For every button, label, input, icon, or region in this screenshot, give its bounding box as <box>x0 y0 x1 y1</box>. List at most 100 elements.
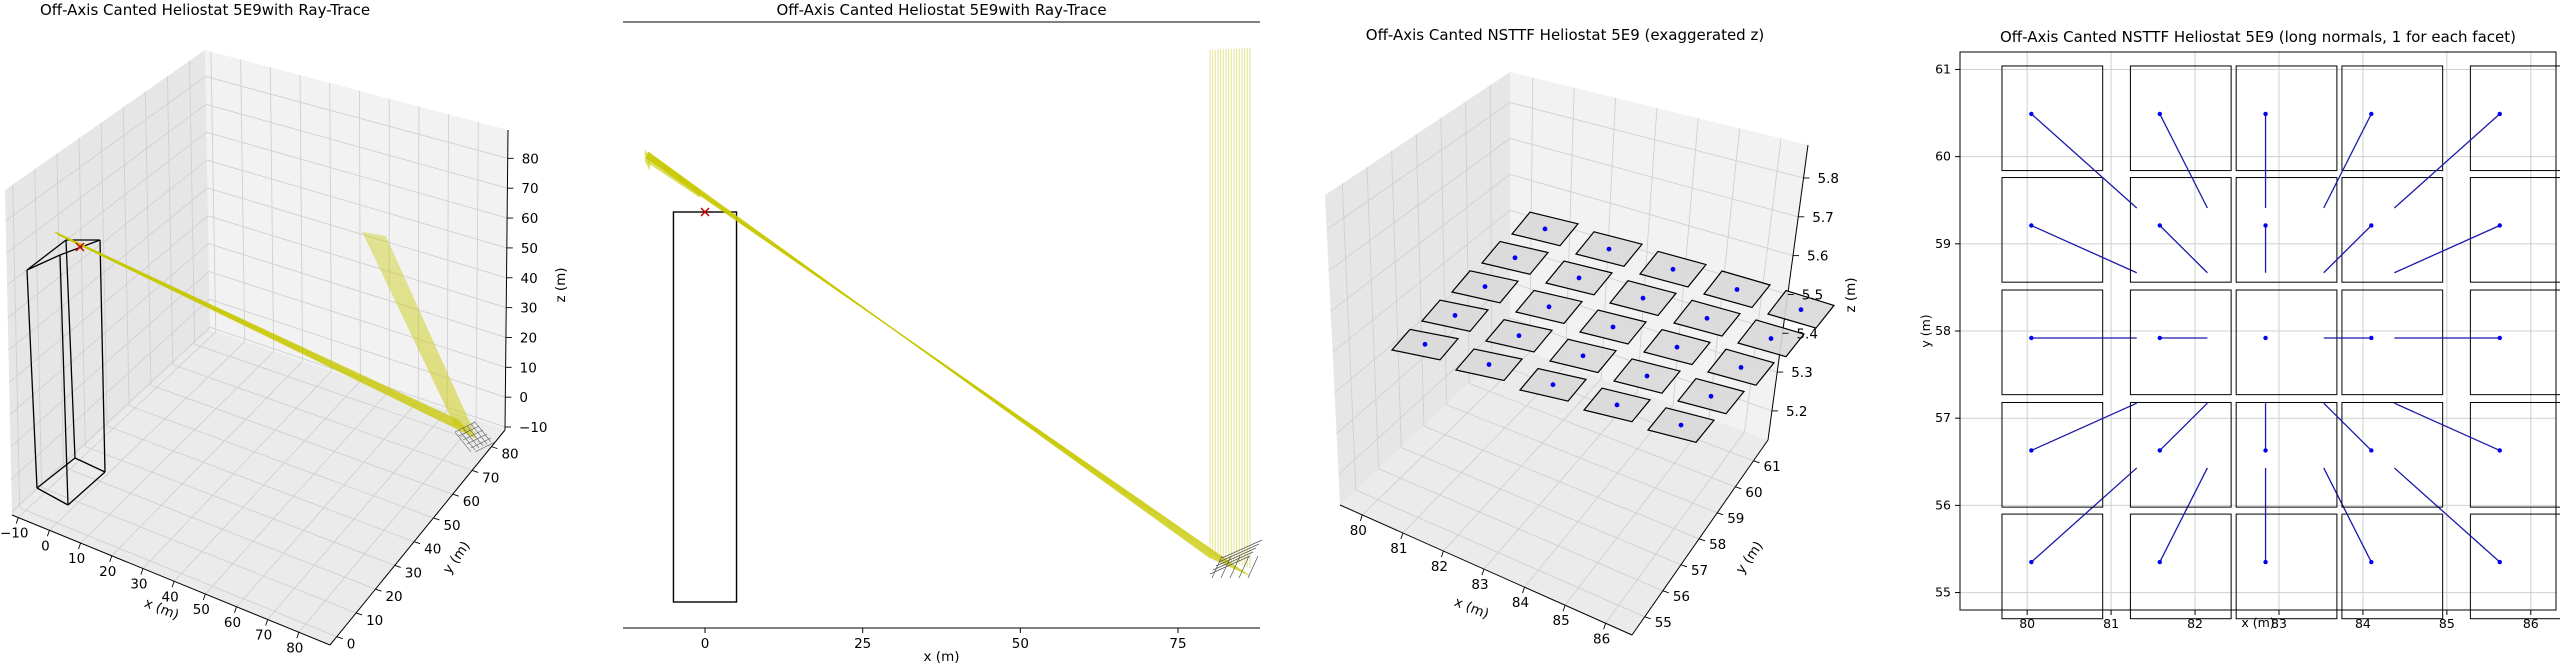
reflected-ray <box>645 157 1251 577</box>
facet-outline <box>2341 177 2444 283</box>
incoming-ray <box>382 235 474 435</box>
y-tick-label: 20 <box>385 589 402 605</box>
facet-outline <box>2129 289 2232 396</box>
grid-line <box>206 159 507 249</box>
x-tick-label: 50 <box>1012 636 1029 652</box>
facet-center-point <box>2029 559 2034 565</box>
y-tick-label: 80 <box>501 447 518 463</box>
y-tick-mark <box>1644 616 1651 620</box>
facet-normal <box>2159 402 2208 451</box>
facet-center-point <box>1580 353 1586 359</box>
facet-outline <box>2129 177 2232 283</box>
facet-grid <box>462 429 484 441</box>
y-tick-label: 50 <box>443 518 460 534</box>
reflected-ray <box>647 160 701 197</box>
y-tick-mark <box>413 541 421 545</box>
grid-line <box>1332 209 1511 353</box>
y-tick-mark <box>452 493 459 497</box>
grid-line <box>172 364 473 471</box>
incoming-ray <box>367 232 461 428</box>
reflected-ray <box>647 157 701 195</box>
z-axis-label: z (m) <box>553 267 569 302</box>
facet-center-point <box>2497 335 2502 341</box>
chart-title: Off-Axis Canted Heliostat 5E9with Ray-Tr… <box>40 1 370 19</box>
x-tick-mark <box>1359 514 1363 522</box>
grid-line <box>1338 317 1511 475</box>
y-tick-label: 59 <box>1935 236 1951 251</box>
facet-center-point <box>1516 333 1522 339</box>
grid-line <box>8 187 208 351</box>
tower-edge <box>99 239 106 473</box>
x-tick-mark <box>171 581 175 588</box>
tower-edge <box>26 269 38 489</box>
grid-line <box>7 159 208 319</box>
grid-line <box>1330 174 1511 312</box>
x-tick-label: −10 <box>0 526 28 542</box>
facet-center-point <box>2029 448 2034 453</box>
y-tick-mark <box>1717 512 1724 516</box>
reflected-ray <box>644 157 651 169</box>
facet-normal <box>2323 113 2372 209</box>
facet-grid <box>474 441 496 453</box>
x-tick-mark <box>296 632 300 639</box>
z-tick-label: 50 <box>521 241 538 257</box>
y-tick-mark <box>355 612 363 616</box>
grid-line <box>49 341 246 531</box>
y-tick-label: 57 <box>1691 563 1708 579</box>
incoming-ray <box>362 231 456 426</box>
y-tick-label: 60 <box>1745 485 1762 501</box>
grid-line <box>1446 404 1718 514</box>
grid-line <box>298 419 477 633</box>
x-tick-mark <box>46 530 50 537</box>
grid-line <box>204 390 390 595</box>
facet-grid <box>454 421 476 433</box>
x-tick-mark <box>78 542 82 550</box>
facet-center-point <box>2369 335 2374 341</box>
grid-line <box>208 271 506 368</box>
facet-outline <box>2341 65 2444 172</box>
x-tick-mark <box>1603 623 1607 630</box>
facet-center-point <box>2497 448 2502 453</box>
x-tick-mark <box>1440 550 1444 558</box>
facet-grid <box>470 437 492 449</box>
grid-line <box>1564 417 1710 606</box>
facet-outline <box>2235 401 2338 508</box>
x-axis-label: x (m) <box>924 649 960 665</box>
grid-line <box>1636 107 1658 392</box>
x-tick-label: 50 <box>193 602 210 618</box>
facet-center-point <box>1422 341 1428 347</box>
facet-normal <box>2030 113 2138 209</box>
grid-line <box>194 343 492 448</box>
facet-center-point <box>1670 266 1676 272</box>
back-pane <box>205 50 508 430</box>
z-tick-label: 80 <box>522 151 539 167</box>
z-tick-label: 5.3 <box>1791 365 1812 381</box>
grid-line <box>299 75 303 362</box>
y-tick-mark <box>1698 538 1706 542</box>
facet-outline <box>2469 289 2560 396</box>
facet-normal <box>2159 467 2208 563</box>
grid-line <box>1440 117 1447 405</box>
facet-grid <box>466 433 488 445</box>
z-axis-label: z (m) <box>1843 277 1859 312</box>
grid-line <box>417 106 420 401</box>
grid-line <box>1328 138 1511 271</box>
facet-grid <box>1247 555 1259 579</box>
grid-line <box>1401 446 1682 566</box>
grid-line <box>1355 489 1645 618</box>
facet-grid <box>470 423 488 445</box>
reflected-ray <box>647 154 701 193</box>
facet-center-point <box>2369 559 2374 565</box>
facet-center-point <box>1576 275 1582 281</box>
grid-line <box>80 351 274 544</box>
z-tick-label: 5.6 <box>1807 249 1828 265</box>
incoming-ray <box>372 233 465 430</box>
facet-normal <box>2159 113 2208 209</box>
grid-line <box>1483 391 1638 570</box>
facet-outline <box>2235 513 2338 620</box>
z-axis-line <box>504 129 509 431</box>
grid-line <box>78 138 86 447</box>
x-tick-label: 83 <box>1471 577 1488 593</box>
y-tick-label: 56 <box>1935 497 1951 512</box>
